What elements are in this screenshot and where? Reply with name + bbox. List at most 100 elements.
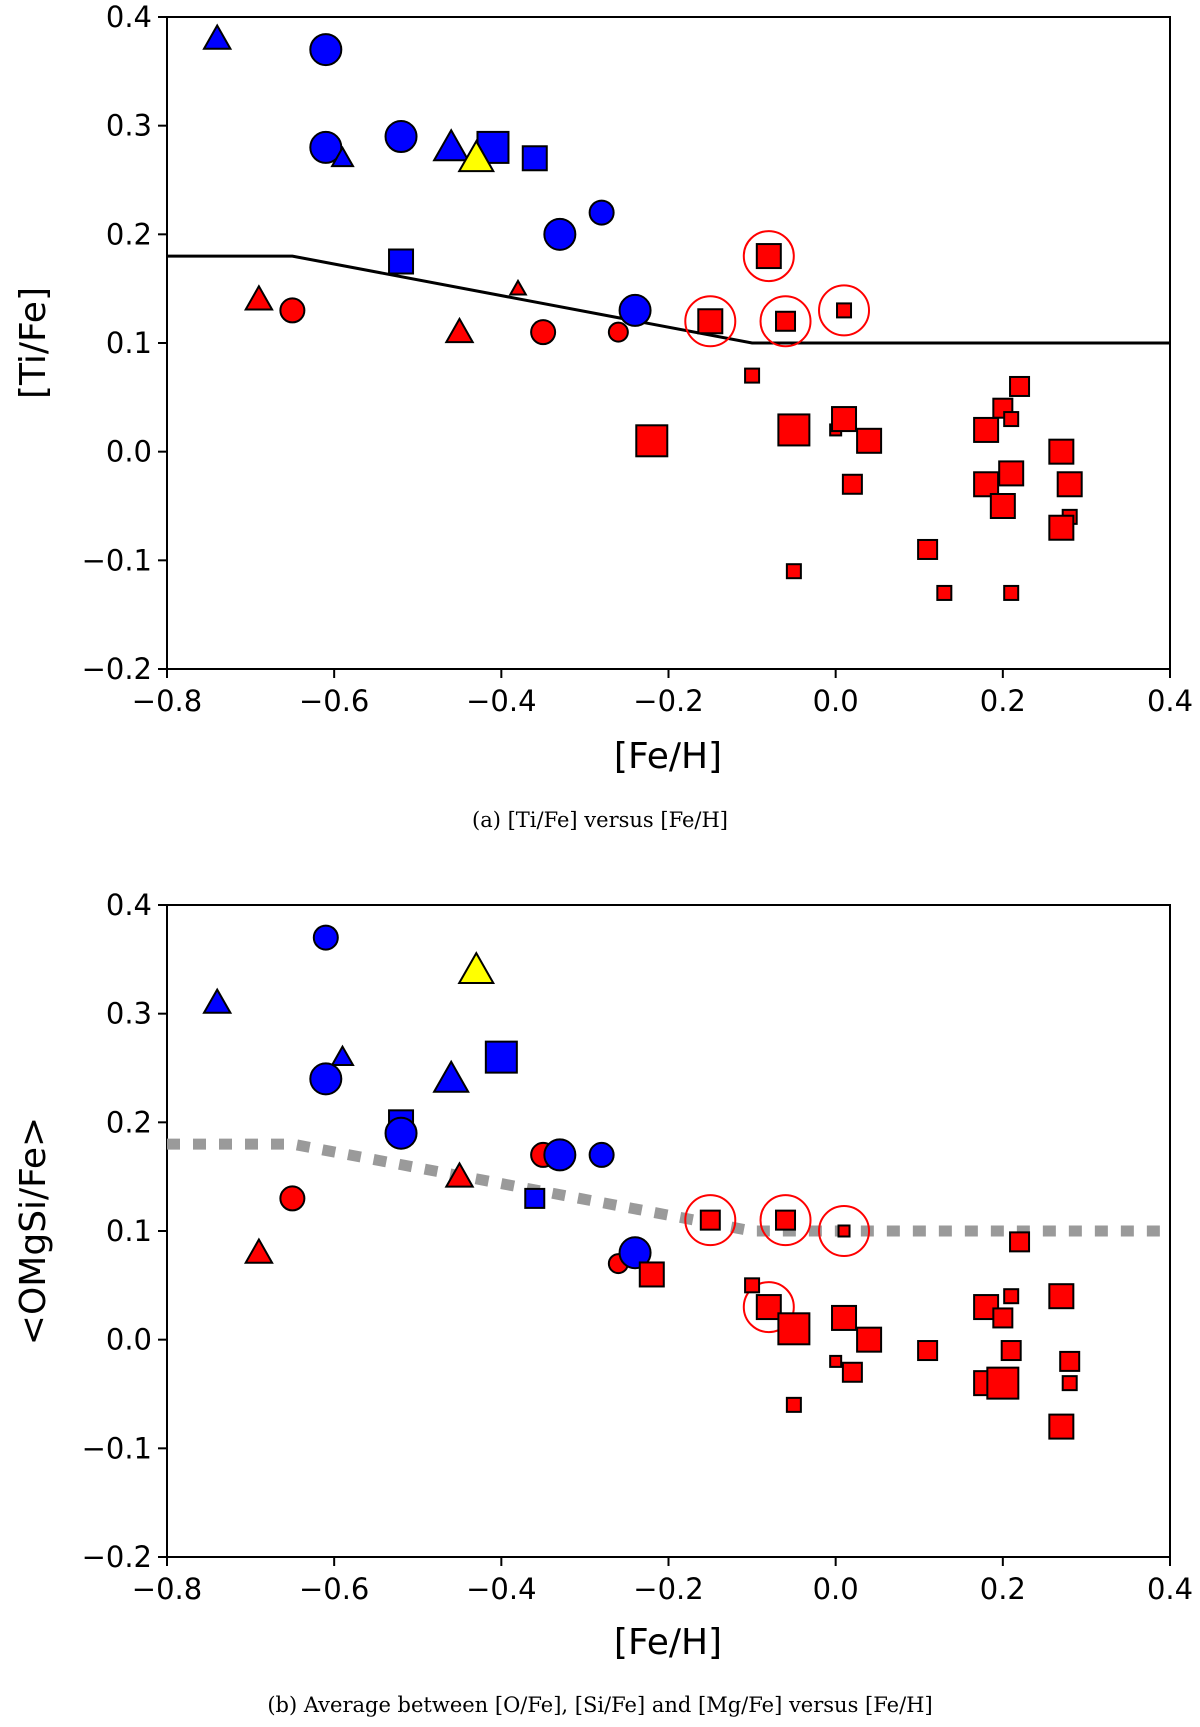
triangle-marker	[444, 1161, 475, 1188]
x-axis: −0.8 −0.6 −0.4 −0.2 0.0 0.2 0.4	[132, 669, 1193, 718]
triangle-marker	[202, 23, 233, 50]
square-marker	[1048, 1283, 1075, 1310]
triangle-marker	[457, 951, 496, 984]
x-tick-label: −0.6	[299, 1572, 369, 1606]
x-tick-label: −0.8	[132, 684, 202, 718]
square-marker	[841, 1361, 863, 1383]
triangle-marker	[432, 128, 470, 162]
triangle-marker	[444, 316, 475, 344]
highlight-ring	[759, 1194, 812, 1247]
square-marker	[1003, 411, 1020, 428]
y-tick-label: 0.2	[106, 217, 152, 251]
x-tick-label: −0.6	[299, 684, 369, 718]
square-marker	[1048, 1413, 1075, 1440]
y-tick-label: −0.1	[82, 543, 152, 577]
y-tick-label: 0.0	[106, 435, 152, 469]
square-marker	[744, 367, 761, 384]
square-marker	[936, 584, 953, 601]
square-marker	[1059, 1350, 1081, 1372]
highlight-ring	[742, 230, 795, 283]
circle-marker	[309, 130, 343, 164]
square-marker	[1009, 375, 1031, 397]
y-tick-label: −0.2	[82, 1540, 152, 1574]
circle-marker	[279, 1185, 306, 1212]
y-tick-label: 0.0	[106, 1323, 152, 1357]
square-marker	[744, 1277, 761, 1294]
highlight-ring	[818, 284, 871, 337]
panel-a: −0.8 −0.6 −0.4 −0.2 0.0 0.2 0.4 −0.2 −0.1 0.0 0.1…	[13, 0, 1193, 832]
square-marker	[1048, 514, 1075, 541]
square-marker	[1056, 471, 1083, 498]
circle-marker	[530, 319, 557, 346]
x-tick-label: −0.4	[466, 684, 536, 718]
square-marker	[836, 302, 853, 319]
square-marker	[1000, 1340, 1022, 1362]
reference-line-group	[167, 1138, 1170, 1237]
highlight-ring	[759, 295, 812, 348]
square-marker	[856, 1326, 883, 1353]
square-marker	[831, 1304, 858, 1331]
square-marker	[635, 424, 669, 458]
y-axis: −0.2 −0.1 0.0 0.1 0.2 0.3 0.4	[82, 888, 167, 1574]
highlight-ring	[742, 1281, 795, 1334]
caption-b: (b) Average between [O/Fe], [Si/Fe] and …	[267, 1693, 932, 1717]
y-tick-label: 0.3	[106, 109, 152, 143]
x-tick-label: 0.0	[813, 684, 859, 718]
triangle-marker	[330, 1044, 355, 1066]
circle-marker	[312, 924, 339, 951]
circle-marker	[588, 1141, 615, 1168]
square-marker	[777, 413, 811, 447]
y-tick-label: −0.2	[82, 652, 152, 686]
reference-line	[167, 254, 1170, 345]
square-marker	[388, 248, 415, 275]
circle-marker	[384, 1116, 418, 1150]
triangle-marker	[508, 278, 528, 296]
reference-line-group	[167, 254, 1170, 345]
triangle-marker	[457, 139, 496, 173]
square-marker	[992, 1307, 1014, 1329]
square-marker	[829, 1354, 843, 1368]
y-axis: −0.2 −0.1 0.0 0.1 0.2 0.3 0.4	[82, 0, 167, 686]
triangle-marker	[243, 284, 274, 311]
x-axis-title: [Fe/H]	[614, 1622, 722, 1663]
square-marker	[973, 471, 1000, 498]
y-tick-label: 0.1	[106, 326, 152, 360]
data-points	[202, 23, 1083, 601]
y-tick-label: 0.2	[106, 1105, 152, 1139]
y-tick-label: 0.1	[106, 1214, 152, 1248]
y-tick-label: −0.1	[82, 1431, 152, 1465]
square-marker	[697, 308, 724, 335]
square-marker	[1048, 438, 1075, 465]
square-marker	[785, 563, 802, 580]
highlight-ring	[818, 1205, 871, 1257]
square-marker	[1061, 1375, 1078, 1392]
triangle-marker	[202, 987, 233, 1014]
square-marker	[638, 1261, 665, 1288]
square-marker	[998, 460, 1025, 487]
square-marker	[1003, 584, 1020, 601]
y-axis-title: <OMgSi/Fe>	[13, 1117, 54, 1345]
x-tick-label: −0.2	[633, 684, 703, 718]
triangle-marker	[330, 145, 355, 168]
circle-marker	[543, 217, 577, 251]
y-tick-label: 0.4	[106, 0, 152, 34]
circle-marker	[309, 1062, 343, 1096]
square-marker	[917, 538, 939, 560]
y-axis-title: [Ti/Fe]	[13, 287, 54, 399]
square-marker	[777, 1312, 811, 1346]
x-tick-label: 0.4	[1147, 684, 1193, 718]
x-tick-label: 0.0	[813, 1572, 859, 1606]
circle-marker	[543, 1138, 577, 1172]
data-points	[202, 924, 1081, 1440]
square-marker	[973, 416, 1000, 443]
x-tick-label: 0.2	[980, 684, 1026, 718]
square-marker	[755, 243, 782, 270]
circle-marker	[618, 293, 652, 327]
circle-marker	[607, 321, 629, 343]
square-marker	[837, 1224, 851, 1238]
square-marker	[524, 1187, 546, 1209]
square-marker	[831, 406, 858, 433]
reference-line	[167, 1138, 1170, 1237]
square-marker	[989, 493, 1016, 519]
